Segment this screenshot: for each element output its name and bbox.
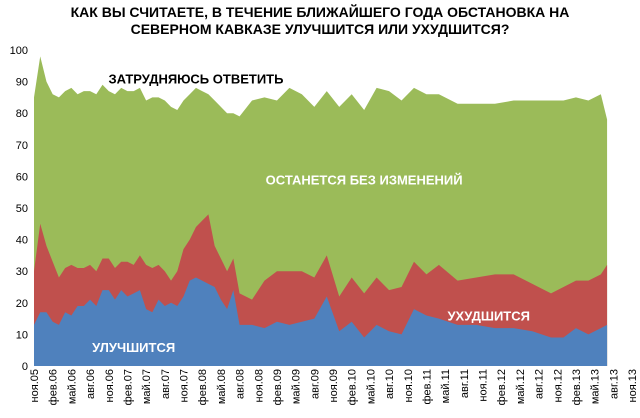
x-tick-label: май.09	[291, 369, 303, 404]
x-tick-label: авг.12	[534, 369, 546, 399]
x-tick-label: ноя.08	[253, 369, 265, 402]
x-tick-label: фев.07	[122, 369, 134, 405]
x-tick-label: фев.08	[197, 369, 209, 405]
x-tick-label: май.13	[590, 369, 602, 404]
chart-title: КАК ВЫ СЧИТАЕТЕ, В ТЕЧЕНИЕ БЛИЖАЙШЕГО ГО…	[0, 4, 640, 38]
y-tick-label: 40	[16, 235, 28, 247]
x-tick-label: фев.06	[48, 369, 60, 405]
x-tick-label: май.12	[515, 369, 527, 404]
x-tick-label: фев.12	[496, 369, 508, 405]
area-labels: УЛУЧШИТСЯ УХУДШИТСЯ ОСТАНЕТСЯ БЕЗ ИЗМЕНЕНИ…	[92, 71, 530, 355]
x-tick-label: ноя.12	[552, 369, 564, 402]
x-tick-label: авг.11	[459, 369, 471, 398]
y-tick-label: 10	[16, 329, 28, 341]
x-tick-label: май.06	[66, 369, 78, 404]
x-tick-label: май.11	[440, 369, 452, 403]
x-tick-label: фев.11	[421, 369, 433, 405]
x-tick-label: ноя.10	[403, 369, 415, 402]
y-tick-label: 50	[16, 203, 28, 215]
x-tick-label: ноя.13	[627, 369, 639, 402]
y-tick-label: 60	[16, 171, 28, 183]
x-tick-label: ноя.11	[478, 369, 490, 402]
area-series-1	[34, 277, 608, 366]
x-tick-label: май.07	[141, 369, 153, 404]
x-tick-label: ноя.07	[179, 369, 191, 402]
y-tick-label: 70	[16, 140, 28, 152]
chart-title-line-2: СЕВЕРНОМ КАВКАЗЕ УЛУЧШИТСЯ ИЛИ УХУДШИТСЯ…	[130, 21, 510, 37]
y-tick-label: 30	[16, 266, 28, 278]
x-tick-label: ноя.06	[104, 369, 116, 402]
y-tick-label: 100	[10, 45, 28, 57]
x-tick-label: авг.08	[235, 369, 247, 399]
x-tick-label: фев.10	[347, 369, 359, 405]
area-series-group	[34, 50, 608, 366]
area-label-series-4: ЗАТРУДНЯЮСЬ ОТВЕТИТЬ	[108, 71, 283, 86]
y-tick-label: 20	[16, 298, 28, 310]
x-tick-label: авг.06	[85, 369, 97, 399]
y-axis: 0 10 20 30 40 50 60 70 80 90 100	[10, 45, 28, 373]
x-tick-label: ноя.09	[328, 369, 340, 402]
chart-title-line-1: КАК ВЫ СЧИТАЕТЕ, В ТЕЧЕНИЕ БЛИЖАЙШЕГО ГО…	[70, 4, 570, 20]
y-tick-label: 0	[22, 361, 28, 373]
x-tick-label: авг.09	[309, 369, 321, 399]
y-tick-label: 90	[16, 77, 28, 89]
area-label-series-3: ОСТАНЕТСЯ БЕЗ ИЗМЕНЕНИЙ	[266, 173, 463, 188]
x-tick-label: фев.09	[272, 369, 284, 405]
x-tick-label: авг.10	[384, 369, 396, 399]
x-tick-label: май.08	[216, 369, 228, 404]
x-tick-label: авг.13	[608, 369, 620, 399]
area-label-series-2: УХУДШИТСЯ	[447, 308, 530, 323]
x-tick-label: ноя.05	[29, 369, 41, 402]
x-tick-label: авг.07	[160, 369, 172, 399]
x-tick-label: фев.13	[571, 369, 583, 405]
y-tick-label: 80	[16, 108, 28, 120]
x-tick-label: май.10	[365, 369, 377, 404]
x-axis: ноя.05 фев.06 май.06 авг.06 ноя.06 фев.07 май.…	[29, 369, 639, 405]
area-label-series-1: УЛУЧШИТСЯ	[92, 340, 175, 355]
